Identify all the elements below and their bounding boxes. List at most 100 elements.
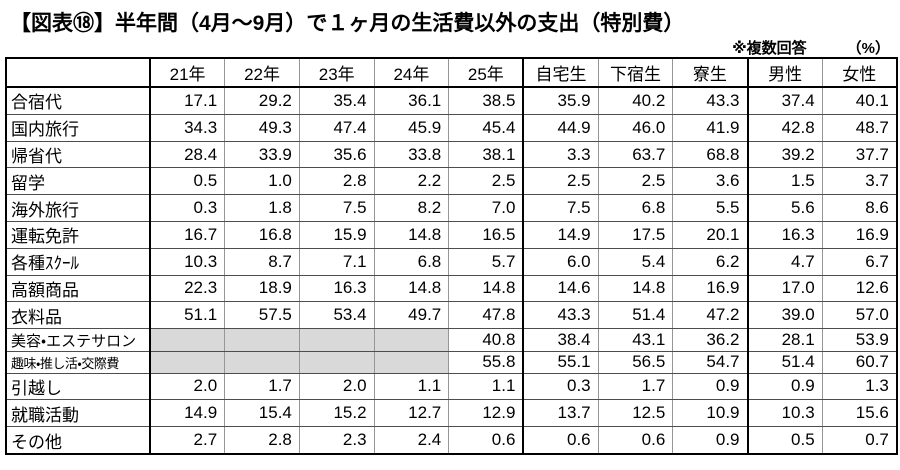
value-cell: 0.7: [822, 426, 898, 455]
value-cell: 8.6: [822, 194, 898, 222]
value-cell: 1.7: [224, 373, 300, 401]
value-cell: 2.0: [299, 373, 375, 401]
table-row: 就職活動 14.9 15.4 15.2 12.7 12.9 13.7 12.5 10.9 10.3…: [6, 399, 898, 428]
value-cell: 7.1: [299, 248, 375, 276]
value-cell: 63.7: [598, 141, 674, 169]
table-row: 趣味・推し活・交際費 55.8 55.1 56.5 54.7 51.4 60.7: [6, 351, 898, 374]
value-cell: 5.6: [747, 194, 823, 222]
value-cell: 46.0: [598, 114, 674, 142]
value-cell: 53.9: [822, 328, 898, 352]
value-cell: [374, 351, 450, 374]
value-cell: 38.5: [448, 87, 525, 115]
value-cell: 0.3: [523, 373, 599, 401]
value-cell: 7.5: [299, 194, 375, 222]
value-cell: 53.4: [299, 301, 375, 330]
value-cell: 57.0: [822, 301, 898, 330]
value-cell: 3.7: [822, 167, 898, 196]
table-row: 美容・エステサロン 40.8 38.4 43.1 36.2 28.1 53.9: [6, 328, 898, 352]
row-label: 趣味・推し活・交際費: [6, 351, 151, 374]
value-cell: 1.8: [224, 194, 300, 222]
value-cell: 2.7: [150, 426, 226, 455]
value-cell: 51.4: [598, 301, 674, 330]
value-cell: 16.3: [747, 221, 823, 249]
value-cell: 6.0: [523, 248, 599, 276]
value-cell: 1.5: [747, 167, 823, 196]
value-cell: 34.3: [150, 114, 226, 142]
value-cell: 35.9: [523, 87, 599, 115]
value-cell: [150, 351, 226, 374]
value-cell: 22.3: [150, 275, 226, 303]
value-cell: [224, 351, 300, 374]
value-cell: 14.8: [448, 275, 525, 303]
value-cell: 12.9: [448, 399, 525, 428]
value-cell: 12.7: [374, 399, 450, 428]
value-cell: 43.1: [598, 328, 674, 352]
row-label: 就職活動: [6, 399, 151, 428]
figure-title: 【図表⑱】半年間（4月～9月）で１ヶ月の生活費以外の支出（特別費）: [10, 12, 685, 35]
table-row: 高額商品 22.3 18.9 16.3 14.8 14.8 14.6 14.8 16.9 17.0…: [6, 275, 898, 303]
value-cell: [150, 328, 226, 352]
note-row: ※複数回答 （%）: [732, 37, 890, 58]
value-cell: 36.1: [374, 87, 450, 115]
value-cell: 13.7: [523, 399, 599, 428]
value-cell: 35.6: [299, 141, 375, 169]
value-cell: 2.5: [523, 167, 599, 196]
row-label: 衣料品: [6, 301, 151, 330]
value-cell: 38.4: [523, 328, 599, 352]
value-cell: 3.3: [523, 141, 599, 169]
value-cell: 10.9: [672, 399, 749, 428]
value-cell: 12.6: [822, 275, 898, 303]
value-cell: 6.2: [672, 248, 749, 276]
value-cell: 8.2: [374, 194, 450, 222]
value-cell: 37.7: [822, 141, 898, 169]
table-row: 留学 0.5 1.0 2.8 2.2 2.5 2.5 2.5 3.6 1.5 3.7: [6, 167, 898, 196]
value-cell: 54.7: [672, 351, 749, 374]
value-cell: 0.6: [598, 426, 674, 455]
value-cell: 47.2: [672, 301, 749, 330]
row-label: その他: [6, 426, 151, 455]
value-cell: 6.8: [598, 194, 674, 222]
value-cell: 49.3: [224, 114, 300, 142]
value-cell: 0.9: [672, 426, 749, 455]
value-cell: 47.8: [448, 301, 525, 330]
value-cell: 14.6: [523, 275, 599, 303]
value-cell: 14.8: [374, 275, 450, 303]
value-cell: [299, 328, 375, 352]
value-cell: 1.0: [224, 167, 300, 196]
row-label: 海外旅行: [6, 194, 151, 222]
value-cell: 56.5: [598, 351, 674, 374]
value-cell: 49.7: [374, 301, 450, 330]
column-header-2: 22年: [224, 58, 300, 88]
value-cell: 0.9: [672, 373, 749, 401]
value-cell: 18.9: [224, 275, 300, 303]
column-header-4: 24年: [374, 58, 450, 88]
value-cell: 33.8: [374, 141, 450, 169]
table-row: 合宿代 17.1 29.2 35.4 36.1 38.5 35.9 40.2 43.3 37.4 4…: [6, 87, 898, 115]
value-cell: 33.9: [224, 141, 300, 169]
value-cell: 16.5: [448, 221, 525, 249]
value-cell: 2.8: [224, 426, 300, 455]
value-cell: 5.7: [448, 248, 525, 276]
value-cell: 17.0: [747, 275, 823, 303]
value-cell: 14.9: [523, 221, 599, 249]
column-header-1: 21年: [150, 58, 226, 88]
value-cell: 0.6: [448, 426, 525, 455]
value-cell: 36.2: [672, 328, 749, 352]
value-cell: [374, 328, 450, 352]
value-cell: 51.4: [747, 351, 823, 374]
table-row: 国内旅行 34.3 49.3 47.4 45.9 45.4 44.9 46.0 41.9 42.8…: [6, 114, 898, 142]
value-cell: 0.5: [747, 426, 823, 455]
table-row: 引越し 2.0 1.7 2.0 1.1 1.1 0.3 1.7 0.9 0.9 1.3: [6, 373, 898, 401]
table-row: その他 2.7 2.8 2.3 2.4 0.6 0.6 0.6 0.9 0.5 0.7: [6, 426, 898, 455]
value-cell: 44.9: [523, 114, 599, 142]
value-cell: 2.3: [299, 426, 375, 455]
row-label: 留学: [6, 167, 151, 196]
value-cell: 2.5: [598, 167, 674, 196]
row-label: 国内旅行: [6, 114, 151, 142]
value-cell: [299, 351, 375, 374]
row-label: 帰省代: [6, 141, 151, 169]
corner-cell: [6, 58, 151, 88]
value-cell: 55.8: [448, 351, 525, 374]
value-cell: 16.9: [672, 275, 749, 303]
column-header-5: 25年: [448, 58, 525, 88]
